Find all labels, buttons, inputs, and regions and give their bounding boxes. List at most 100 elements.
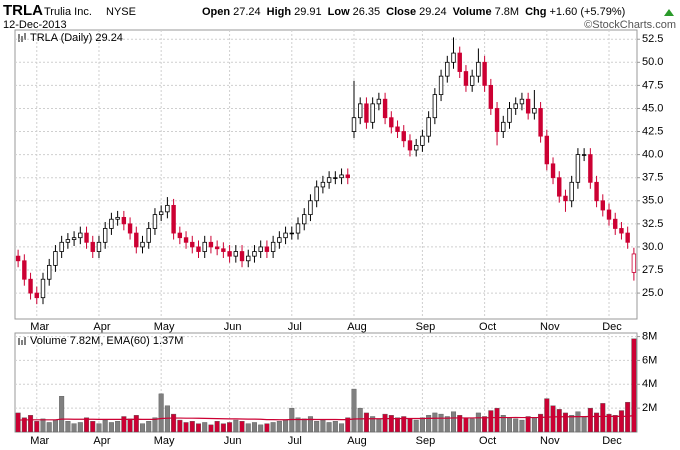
volume-bar (152, 417, 158, 433)
candle-body (258, 246, 263, 252)
volume-bar (463, 417, 469, 433)
volume-bar (575, 411, 581, 433)
candle-body (594, 181, 599, 202)
candle-body (625, 232, 630, 243)
candle-body (246, 255, 251, 262)
candle-body (22, 260, 27, 280)
candle-body (488, 84, 494, 109)
candle-body (494, 108, 500, 132)
y-tick-label: 42.5 (642, 125, 663, 137)
y-tick-label: 25.0 (642, 287, 663, 299)
candle-body (102, 228, 108, 243)
plot-area: 25.0 27.5 30.0 32.5 35.0 37.5 40.0 42.5 45.0 47.5… (15, 30, 663, 447)
volume-bar (506, 417, 512, 433)
volume-bar (189, 421, 195, 433)
candle-body (513, 103, 518, 109)
candle-body (550, 163, 556, 179)
x-tick-label: May (154, 435, 175, 447)
legend-icon (18, 33, 26, 345)
volume-bar (395, 417, 401, 433)
candle-body (432, 94, 438, 119)
volume-bar (65, 421, 71, 433)
price-legend: TRLA (Daily) 29.24 (30, 32, 123, 44)
volume-bar (227, 422, 233, 433)
volume-bar (500, 415, 506, 433)
volume-bar (594, 412, 600, 433)
date: 12-Dec-2013 (3, 19, 67, 31)
volume-bar (301, 418, 307, 433)
field-value: 27.24 (233, 6, 261, 18)
volume-bar (457, 415, 463, 433)
candle-body (295, 223, 301, 234)
candle-body (507, 108, 512, 123)
candle-body (183, 237, 189, 243)
field-label: Chg (525, 6, 546, 18)
volume-bar (438, 413, 444, 433)
candle-body (463, 71, 469, 86)
y-tick-label: 47.5 (642, 79, 663, 91)
change-arrow (664, 9, 674, 16)
x-tick-label: Dec (602, 321, 622, 333)
volume-bar (519, 419, 525, 433)
candle-body (631, 253, 637, 273)
x-tick-label: Oct (479, 321, 496, 333)
volume-bar (544, 398, 550, 433)
candle-body (482, 61, 487, 86)
candle-body (382, 98, 388, 119)
y-tick-label: 40.0 (642, 149, 663, 161)
candle-body (451, 52, 456, 63)
field-value: 29.91 (294, 6, 322, 18)
candle-body (208, 241, 214, 248)
volume-bar (432, 412, 438, 433)
volume-bar (388, 415, 394, 433)
volume-bar (77, 422, 83, 433)
candle-body (532, 108, 537, 114)
candle-body (40, 278, 46, 299)
candle-body (600, 200, 605, 211)
volume-bar (164, 405, 170, 433)
candle-body (469, 75, 475, 86)
volume-bar (208, 424, 214, 433)
volume-bar (612, 415, 618, 433)
volume-bar (71, 423, 77, 433)
candle-body (519, 98, 525, 105)
candle-body (264, 246, 270, 252)
candle-body (34, 292, 39, 299)
symbol: TRLA (3, 2, 43, 19)
volume-legend: Volume 7.82M, EMA(60) 1.37M (30, 335, 183, 347)
candle-body (364, 103, 369, 123)
x-tick-label: Apr (93, 321, 110, 333)
candle-body (501, 121, 506, 132)
candle-body (420, 135, 425, 146)
volume-bar (202, 422, 208, 433)
volume-bar (295, 417, 301, 433)
candle-body (525, 98, 531, 114)
volume-bar (52, 419, 58, 433)
volume-bar (538, 413, 544, 433)
candle-body (252, 251, 257, 257)
volume-bar (488, 410, 494, 433)
candle-body (239, 251, 245, 262)
candle-body (538, 108, 543, 137)
candle-body (277, 237, 282, 243)
volume-bar (332, 421, 338, 433)
volume-bar (214, 421, 220, 433)
exchange: NYSE (106, 6, 136, 18)
volume-bar (195, 423, 201, 433)
volume-bar (482, 416, 488, 433)
candle-body (177, 232, 183, 239)
x-tick-label: Aug (347, 321, 367, 333)
volume-bar (376, 418, 382, 433)
volume-bar (258, 424, 264, 433)
volume-bar (102, 419, 108, 433)
candle-body (221, 248, 226, 252)
volume-bar (618, 410, 624, 433)
volume-bar (183, 422, 189, 433)
candle-body (127, 223, 133, 234)
candle-body (214, 246, 220, 250)
field-label: Low (328, 6, 350, 18)
candle-body (563, 195, 568, 202)
volume-bar (326, 422, 332, 433)
candle-body (569, 181, 574, 202)
candle-body (401, 131, 406, 142)
